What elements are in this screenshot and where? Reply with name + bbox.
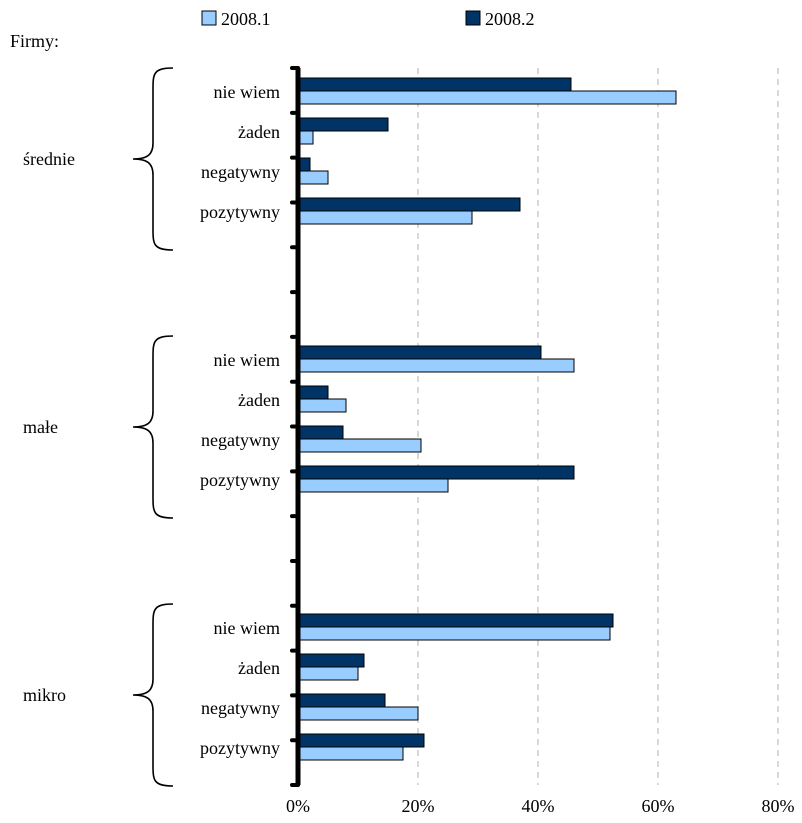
group-title: Firmy: bbox=[10, 31, 59, 51]
legend-label-2008-1: 2008.1 bbox=[221, 9, 271, 29]
bar-male-negatywny-2008-1 bbox=[297, 438, 422, 453]
x-tick-label-80: 80% bbox=[762, 796, 795, 816]
category-label-srednie-negatywny: negatywny bbox=[201, 162, 280, 182]
category-label-srednie-zaden: żaden bbox=[238, 122, 280, 142]
brace-male bbox=[132, 335, 174, 519]
bar-male-nie-wiem-2008-1 bbox=[297, 358, 575, 373]
bar-male-pozytywny-2008-1 bbox=[297, 478, 449, 493]
bar-srednie-nie-wiem-2008-1 bbox=[297, 90, 677, 105]
category-label-male-nie-wiem: nie wiem bbox=[214, 350, 280, 370]
bar-mikro-nie-wiem-2008-2 bbox=[297, 613, 614, 628]
y-axis bbox=[290, 66, 301, 787]
x-tick-label-60: 60% bbox=[642, 796, 675, 816]
legend: 2008.1 2008.2 bbox=[201, 9, 535, 29]
category-labels: nie wiem żaden negatywny pozytywny nie wiem ż… bbox=[200, 82, 280, 758]
group-label-mikro: mikro bbox=[23, 685, 66, 705]
legend-label-2008-2: 2008.2 bbox=[485, 9, 535, 29]
x-tick-label-20: 20% bbox=[402, 796, 435, 816]
bars bbox=[297, 77, 677, 761]
bar-mikro-negatywny-2008-2 bbox=[297, 693, 386, 708]
bar-mikro-nie-wiem-2008-1 bbox=[297, 626, 611, 641]
bar-srednie-zaden-2008-2 bbox=[297, 117, 389, 132]
bar-mikro-zaden-2008-2 bbox=[297, 653, 365, 668]
bar-mikro-pozytywny-2008-2 bbox=[297, 733, 425, 748]
bar-mikro-negatywny-2008-1 bbox=[297, 706, 419, 721]
gridlines bbox=[417, 68, 779, 785]
category-label-male-pozytywny: pozytywny bbox=[200, 470, 280, 490]
bar-male-zaden-2008-1 bbox=[297, 398, 347, 413]
category-label-mikro-nie-wiem: nie wiem bbox=[214, 618, 280, 638]
category-label-mikro-zaden: żaden bbox=[238, 658, 280, 678]
category-label-srednie-pozytywny: pozytywny bbox=[200, 202, 280, 222]
brace-srednie bbox=[132, 67, 174, 251]
bar-mikro-pozytywny-2008-1 bbox=[297, 746, 404, 761]
bar-srednie-pozytywny-2008-2 bbox=[297, 197, 521, 212]
category-label-srednie-nie-wiem: nie wiem bbox=[214, 82, 280, 102]
bar-male-negatywny-2008-2 bbox=[297, 425, 344, 440]
x-tick-label-40: 40% bbox=[522, 796, 555, 816]
x-tick-label-0: 0% bbox=[286, 796, 310, 816]
group-labels: średnie małe mikro bbox=[23, 67, 174, 787]
bar-srednie-pozytywny-2008-1 bbox=[297, 210, 473, 225]
category-label-mikro-pozytywny: pozytywny bbox=[200, 738, 280, 758]
bar-srednie-nie-wiem-2008-2 bbox=[297, 77, 572, 92]
legend-swatch-2008-2 bbox=[465, 10, 481, 26]
legend-swatch-2008-1 bbox=[201, 10, 217, 26]
group-label-male: małe bbox=[23, 417, 58, 437]
category-label-male-negatywny: negatywny bbox=[201, 430, 280, 450]
brace-mikro bbox=[132, 603, 174, 787]
category-label-mikro-negatywny: negatywny bbox=[201, 698, 280, 718]
bar-male-zaden-2008-2 bbox=[297, 385, 329, 400]
bar-mikro-zaden-2008-1 bbox=[297, 666, 359, 681]
bar-srednie-negatywny-2008-1 bbox=[297, 170, 329, 185]
bar-male-pozytywny-2008-2 bbox=[297, 465, 575, 480]
group-label-srednie: średnie bbox=[23, 149, 75, 169]
x-tick-labels: 0% 20% 40% 60% 80% bbox=[286, 796, 795, 816]
bar-male-nie-wiem-2008-2 bbox=[297, 345, 542, 360]
category-label-male-zaden: żaden bbox=[238, 390, 280, 410]
